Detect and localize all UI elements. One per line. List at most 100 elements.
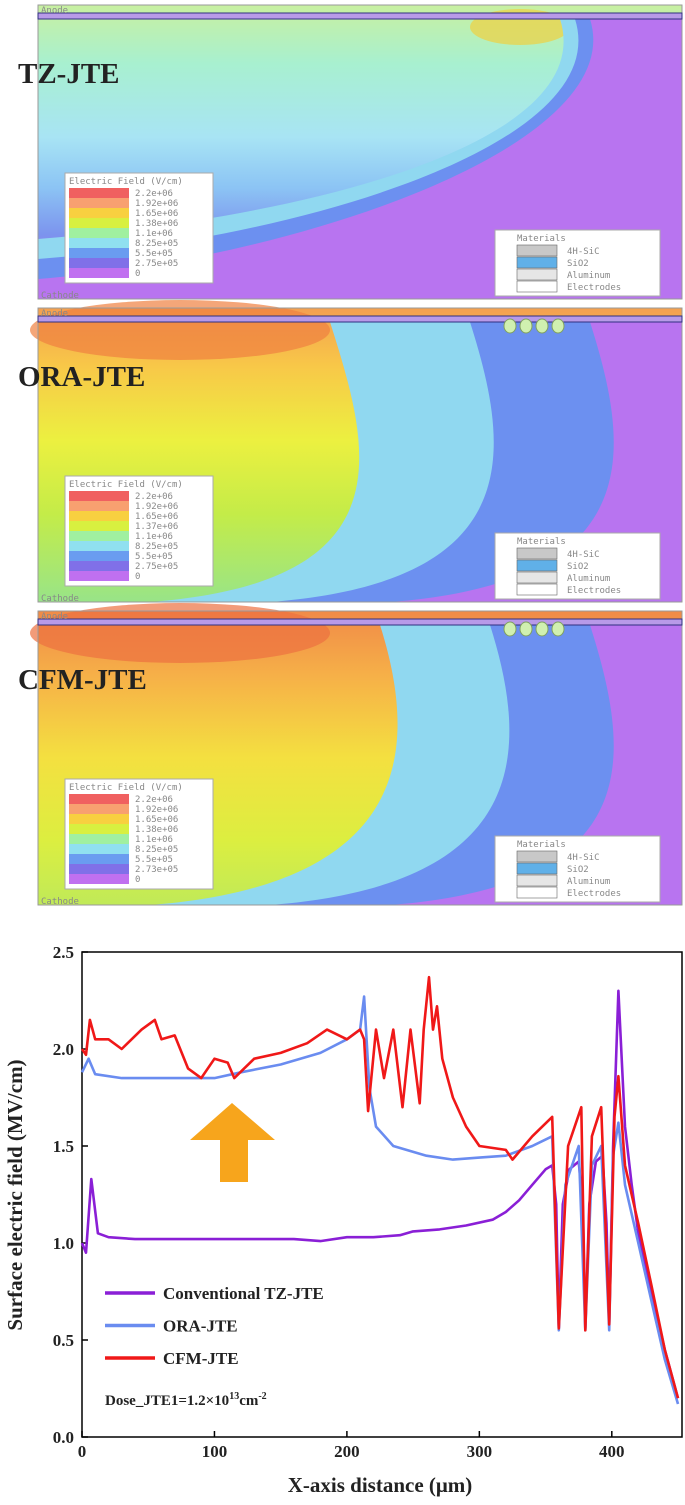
panel-label: ORA-JTE (18, 361, 145, 393)
field-legend-label: 1.65e+06 (135, 815, 178, 825)
field-legend-swatch (69, 804, 129, 814)
field-legend-label: 1.92e+06 (135, 502, 178, 512)
field-legend-label: 2.75e+05 (135, 562, 178, 572)
materials-swatch (516, 256, 558, 269)
materials-label: SiO2 (567, 562, 589, 572)
field-legend-swatch (69, 824, 129, 834)
materials-label: Aluminum (567, 574, 610, 584)
field-legend-swatch (69, 854, 129, 864)
x-tick-label: 400 (599, 1442, 625, 1461)
materials-label: Aluminum (567, 271, 610, 281)
x-tick-label: 200 (334, 1442, 360, 1461)
y-tick-label: 2.0 (53, 1040, 74, 1059)
anode-label: Anode (41, 6, 68, 16)
panel-border (37, 4, 683, 300)
annotation-text: Dose_JTE1=1.2×10 (105, 1393, 229, 1409)
field-legend-swatch (69, 258, 129, 268)
materials-swatch (516, 280, 558, 293)
field-legend-label: 1.38e+06 (135, 219, 178, 229)
materials-swatch (516, 244, 558, 257)
materials-title: Materials (517, 840, 566, 850)
field-legend-swatch (69, 218, 129, 228)
materials-title: Materials (517, 234, 566, 244)
field-ring (519, 318, 533, 334)
field-legend-label: 1.92e+06 (135, 199, 178, 209)
field-legend-label: 0 (135, 269, 140, 279)
x-tick-label: 0 (78, 1442, 87, 1461)
hot-region (30, 603, 330, 663)
field-ring (535, 621, 549, 637)
field-legend-label: 1.1e+06 (135, 229, 173, 239)
x-tick-label: 300 (467, 1442, 493, 1461)
simulation-panel: Anode Cathode TZ-JTE Electric Field (V/cm) 2… (18, 4, 683, 301)
anode-label: Anode (41, 309, 68, 319)
field-legend-label: 5.5e+05 (135, 249, 173, 259)
field-legend-swatch (69, 571, 129, 581)
legend-label: CFM-JTE (163, 1349, 239, 1368)
x-axis-title: X-axis distance (μm) (288, 1473, 473, 1497)
field-legend-swatch (69, 541, 129, 551)
panel-label: CFM-JTE (18, 664, 147, 696)
materials-swatch (516, 547, 558, 560)
field-legend-swatch (69, 834, 129, 844)
x-tick-label: 100 (202, 1442, 228, 1461)
anode-label: Anode (41, 612, 68, 622)
field-legend-label: 8.25e+05 (135, 239, 178, 249)
field-ring (503, 621, 517, 637)
materials-title: Materials (517, 537, 566, 547)
field-legend-title: Electric Field (V/cm) (69, 480, 183, 490)
field-legend-swatch (69, 501, 129, 511)
field-legend-swatch (69, 814, 129, 824)
materials-label: SiO2 (567, 259, 589, 269)
field-legend-swatch (69, 248, 129, 258)
field-ring (551, 318, 565, 334)
field-legend-swatch (69, 521, 129, 531)
materials-swatch (516, 862, 558, 875)
panel-label: TZ-JTE (18, 58, 120, 90)
hot-region (30, 300, 330, 360)
annotation-sup: 13 (229, 1391, 239, 1402)
field-legend-swatch (69, 511, 129, 521)
field-legend-label: 5.5e+05 (135, 552, 173, 562)
field-band (38, 19, 682, 299)
y-tick-label: 0.0 (53, 1428, 74, 1447)
cathode-label: Cathode (41, 291, 79, 301)
field-legend-swatch (69, 874, 129, 884)
field-band (38, 322, 682, 602)
materials-label: Electrodes (567, 889, 621, 899)
field-legend-label: 1.65e+06 (135, 209, 178, 219)
field-ring (535, 318, 549, 334)
field-ring (503, 318, 517, 334)
field-legend-label: 2.75e+05 (135, 259, 178, 269)
top-contact (37, 12, 683, 20)
field-legend-label: 8.25e+05 (135, 845, 178, 855)
y-tick-label: 1.5 (53, 1137, 74, 1156)
field-legend-swatch (69, 844, 129, 854)
field-legend-label: 1.1e+06 (135, 532, 173, 542)
cathode-label: Cathode (41, 897, 79, 907)
field-legend-swatch (69, 794, 129, 804)
field-legend-label: 0 (135, 875, 140, 885)
top-contact (37, 315, 683, 323)
field-legend-label: 2.2e+06 (135, 189, 173, 199)
field-legend-swatch (69, 531, 129, 541)
top-contact (37, 618, 683, 626)
field-legend-swatch (69, 238, 129, 248)
annotation-text: cm (239, 1393, 259, 1409)
field-legend-swatch (69, 198, 129, 208)
field-legend-swatch (69, 864, 129, 874)
field-legend-title: Electric Field (V/cm) (69, 783, 183, 793)
field-legend-label: 1.92e+06 (135, 805, 178, 815)
annotation-sup: -2 (258, 1391, 266, 1402)
materials-swatch (516, 583, 558, 596)
materials-label: SiO2 (567, 865, 589, 875)
plot-frame (81, 951, 683, 1438)
y-tick-label: 1.0 (53, 1234, 74, 1253)
panel-border (37, 610, 683, 906)
materials-swatch (516, 850, 558, 863)
field-legend-swatch (69, 228, 129, 238)
field-legend-swatch (69, 208, 129, 218)
field-legend-label: 2.73e+05 (135, 865, 178, 875)
materials-label: 4H-SiC (567, 247, 600, 257)
